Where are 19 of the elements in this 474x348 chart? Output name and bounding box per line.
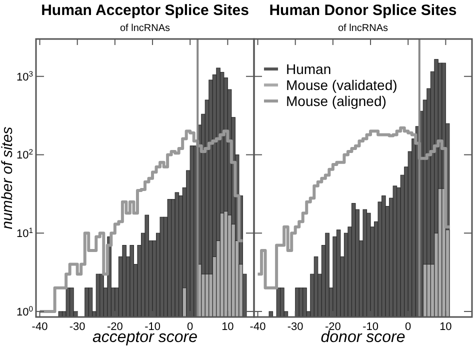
x-tick-label: -40	[32, 321, 48, 333]
chart-subtitle: of lncRNAs	[120, 23, 170, 34]
chart-subtitle: of lncRNAs	[338, 23, 388, 34]
x-tick-label: -30	[69, 321, 86, 333]
x-tick-label: -40	[250, 321, 266, 333]
y-tick-label: 10$^{2}$	[16, 147, 33, 162]
y-tick-label: 10$^{0}$	[16, 304, 33, 318]
x-tick-label: 0	[405, 321, 412, 333]
x-tick-label: 10	[222, 321, 234, 333]
legend-label: Mouse (aligned)	[286, 93, 386, 109]
chart-title: Human Donor Splice Sites	[269, 2, 457, 19]
y-tick-label: 10$^{3}$	[16, 68, 33, 84]
legend-label: Mouse (validated)	[286, 77, 398, 93]
y-axis-title: number of sites	[0, 126, 16, 230]
x-tick-label: 10	[440, 321, 452, 333]
x-tick-label: -30	[287, 321, 304, 333]
legend-label: Human	[286, 61, 332, 77]
chart-title: Human Acceptor Splice Sites	[41, 2, 249, 19]
y-tick-label: 10$^{1}$	[16, 226, 33, 240]
